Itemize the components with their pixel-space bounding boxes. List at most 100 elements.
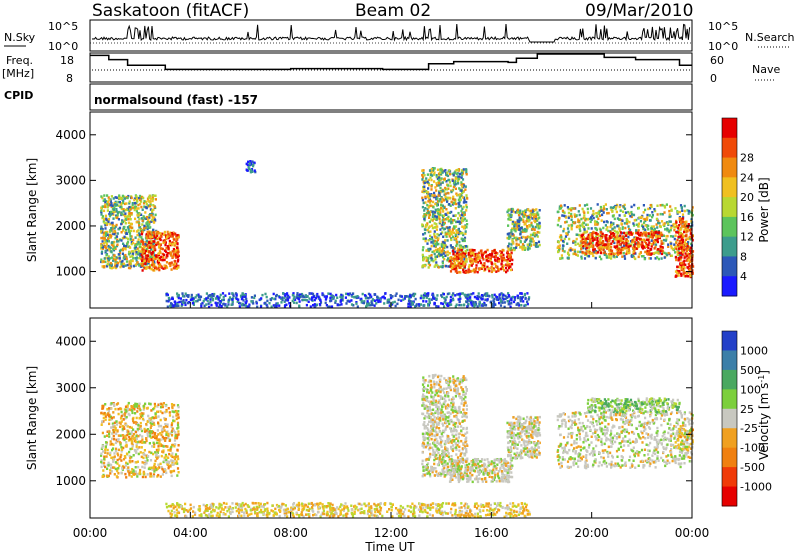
data-cell bbox=[675, 275, 677, 278]
data-cell bbox=[169, 465, 171, 468]
data-cell bbox=[172, 305, 174, 308]
data-cell bbox=[139, 469, 141, 472]
data-cell bbox=[116, 235, 118, 238]
data-cell bbox=[559, 257, 561, 260]
nsky-series bbox=[90, 24, 692, 43]
data-cell bbox=[605, 228, 607, 231]
data-cell bbox=[571, 219, 573, 222]
data-cell bbox=[147, 219, 149, 222]
velocity-heatmap bbox=[100, 374, 694, 518]
data-cell bbox=[670, 245, 672, 248]
data-cell bbox=[447, 192, 449, 195]
data-cell bbox=[414, 293, 416, 296]
nsearch-label: N.Search bbox=[745, 31, 795, 44]
data-cell bbox=[422, 300, 424, 303]
data-cell bbox=[251, 296, 253, 299]
data-cell bbox=[408, 298, 410, 301]
data-cell bbox=[535, 226, 537, 229]
data-cell bbox=[524, 294, 526, 297]
data-cell bbox=[506, 260, 508, 263]
data-cell bbox=[260, 305, 262, 308]
data-cell bbox=[133, 230, 135, 233]
data-cell bbox=[598, 234, 600, 237]
data-cell bbox=[656, 251, 658, 254]
data-cell bbox=[425, 191, 427, 194]
data-cell bbox=[118, 253, 120, 256]
data-cell bbox=[452, 265, 454, 268]
data-cell bbox=[638, 238, 640, 241]
data-cell bbox=[577, 251, 579, 254]
data-cell bbox=[522, 300, 524, 303]
data-cell bbox=[119, 227, 121, 230]
data-cell bbox=[143, 215, 145, 218]
data-cell bbox=[143, 246, 145, 249]
data-cell bbox=[641, 255, 643, 258]
data-cell bbox=[586, 204, 588, 207]
data-cell bbox=[507, 300, 509, 303]
data-cell bbox=[629, 245, 631, 248]
data-cell bbox=[603, 221, 605, 224]
data-cell bbox=[149, 195, 151, 198]
data-cell bbox=[624, 222, 626, 225]
data-cell bbox=[462, 292, 464, 295]
data-cell bbox=[660, 213, 662, 216]
data-cell bbox=[275, 295, 277, 298]
data-cell bbox=[474, 304, 476, 307]
data-cell bbox=[277, 302, 279, 305]
data-cell bbox=[444, 196, 446, 199]
data-cell bbox=[108, 199, 110, 202]
data-cell bbox=[441, 249, 443, 252]
data-cell bbox=[447, 212, 449, 215]
data-cell bbox=[139, 245, 141, 248]
data-cell bbox=[433, 192, 435, 195]
data-cell bbox=[452, 196, 454, 199]
data-cell bbox=[436, 225, 438, 228]
data-cell bbox=[509, 213, 511, 216]
data-cell bbox=[231, 298, 233, 301]
data-cell bbox=[622, 211, 624, 214]
data-cell bbox=[449, 233, 451, 236]
data-cell bbox=[114, 203, 116, 206]
power-heatmap bbox=[100, 160, 694, 308]
data-cell bbox=[475, 261, 477, 264]
data-cell bbox=[138, 446, 140, 449]
data-cell bbox=[528, 224, 530, 227]
data-cell bbox=[568, 231, 570, 234]
data-cell bbox=[442, 171, 444, 174]
data-cell bbox=[173, 248, 175, 251]
data-cell bbox=[507, 264, 509, 267]
data-cell bbox=[227, 301, 229, 304]
data-cell bbox=[624, 214, 626, 217]
data-cell bbox=[434, 203, 436, 206]
data-cell bbox=[339, 296, 341, 299]
data-cell bbox=[176, 247, 178, 250]
data-cell bbox=[149, 226, 151, 229]
data-cell bbox=[254, 169, 256, 172]
data-cell bbox=[158, 259, 160, 262]
data-cell bbox=[459, 249, 461, 252]
data-cell bbox=[589, 246, 591, 249]
data-cell bbox=[159, 410, 161, 413]
data-cell bbox=[191, 294, 193, 297]
data-cell bbox=[139, 195, 141, 198]
data-cell bbox=[614, 236, 616, 239]
data-cell bbox=[136, 198, 138, 201]
data-cell bbox=[486, 259, 488, 262]
data-cell bbox=[125, 218, 127, 221]
data-cell bbox=[147, 473, 149, 476]
data-cell bbox=[231, 304, 233, 307]
data-cell bbox=[131, 460, 133, 463]
data-cell bbox=[142, 219, 144, 222]
data-cell bbox=[177, 251, 179, 254]
data-cell bbox=[196, 294, 198, 297]
data-cell bbox=[215, 302, 217, 305]
data-cell bbox=[180, 300, 182, 303]
data-cell bbox=[519, 227, 521, 230]
data-cell bbox=[661, 243, 663, 246]
data-cell bbox=[484, 268, 486, 271]
data-cell bbox=[460, 246, 462, 249]
data-cell bbox=[465, 250, 467, 253]
data-cell bbox=[612, 207, 614, 210]
data-cell bbox=[153, 263, 155, 266]
